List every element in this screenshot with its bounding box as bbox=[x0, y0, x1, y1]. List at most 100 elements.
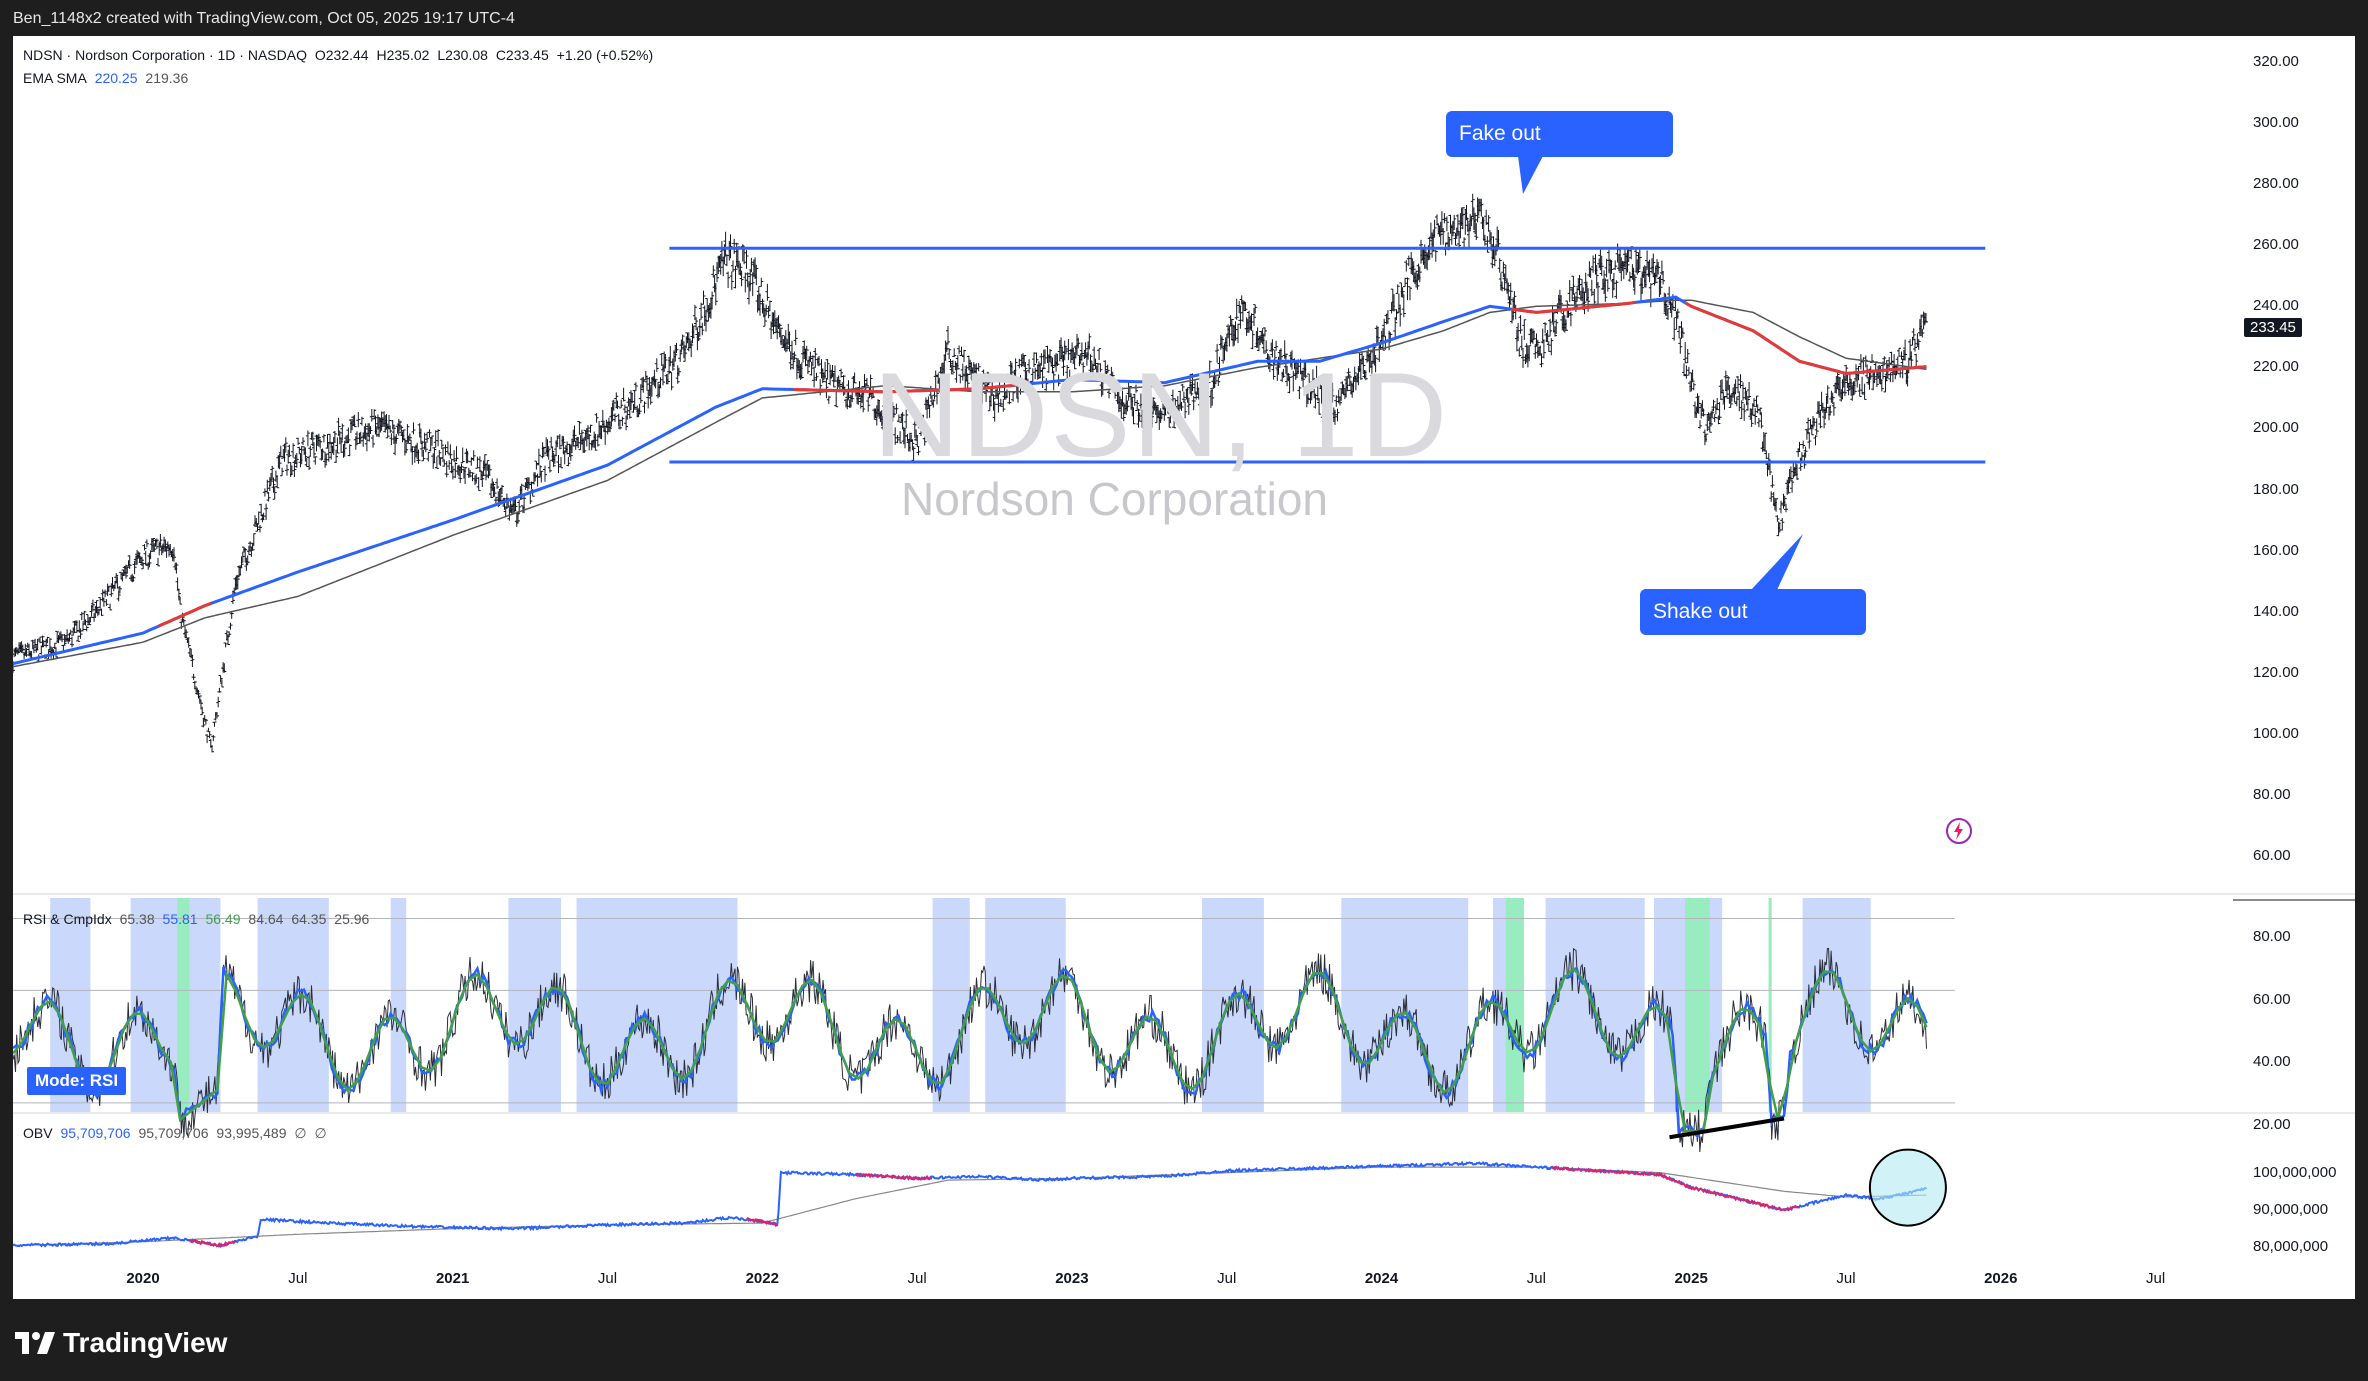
shake-out-callout[interactable]: Shake out bbox=[1640, 589, 1866, 635]
time-tick-label: 2022 bbox=[745, 1270, 779, 1287]
price-tick-label: 320.00 bbox=[2253, 53, 2299, 70]
obv-value: 95,709,706 bbox=[60, 1125, 131, 1141]
tradingview-logo[interactable]: TradingView bbox=[15, 1327, 227, 1359]
time-tick-label: Jul bbox=[597, 1270, 618, 1287]
obv-na-1: ∅ bbox=[294, 1125, 307, 1141]
price-tick-label: 100.00 bbox=[2253, 724, 2299, 742]
time-tick-label: Jul bbox=[288, 1270, 308, 1287]
price-tick-label: 200.00 bbox=[2253, 419, 2299, 437]
obv-ma-line bbox=[13, 1166, 1927, 1247]
grid-lines bbox=[13, 893, 2355, 1114]
ohlc-change: +1.20 (+0.52%) bbox=[556, 47, 654, 63]
obv-na-2: ∅ bbox=[314, 1125, 327, 1141]
footer-bar: TradingView bbox=[0, 1299, 2368, 1381]
time-tick-label: 2021 bbox=[435, 1270, 470, 1287]
time-tick-label: Jul bbox=[1836, 1270, 1856, 1287]
watermark-company: Nordson Corporation bbox=[901, 473, 1329, 525]
price-tick-label: 80.00 bbox=[2253, 785, 2291, 803]
time-tick-label: 2025 bbox=[1674, 1270, 1708, 1287]
ema-line-bearish bbox=[157, 601, 212, 628]
price-tick-label: 240.00 bbox=[2253, 297, 2299, 315]
rsi-band-blue bbox=[1802, 898, 1871, 1112]
time-tick-label: 2023 bbox=[1055, 1270, 1089, 1287]
time-tick-label: 2026 bbox=[1984, 1270, 2018, 1287]
rsi-tick-label: 80.00 bbox=[2253, 928, 2291, 946]
obv-ma-value: 93,995,489 bbox=[216, 1125, 287, 1141]
annotations bbox=[1518, 156, 1947, 1227]
ema-value: 220.25 bbox=[94, 70, 138, 86]
price-tick-label: 120.00 bbox=[2253, 663, 2299, 681]
price-series bbox=[13, 193, 1986, 753]
symbol-label[interactable]: NDSN · Nordson Corporation · 1D · NASDAQ bbox=[23, 47, 307, 63]
rsi-tick-label: 20.00 bbox=[2253, 1115, 2291, 1133]
rsi-band-green bbox=[1684, 898, 1710, 1112]
obv-tick-label: 90,000,000 bbox=[2253, 1201, 2329, 1218]
chart-canvas[interactable] bbox=[13, 36, 2355, 1299]
chart-frame: NDSN, 1D Nordson Corporation NDSN · Nord… bbox=[13, 36, 2355, 1299]
ohlc-low: L230.08 bbox=[437, 47, 488, 63]
rsi-band-blue bbox=[1201, 898, 1264, 1112]
price-tick-label: 280.00 bbox=[2253, 175, 2299, 193]
obv-highlight-circle bbox=[1868, 1148, 1947, 1227]
price-tick-label: 220.00 bbox=[2253, 358, 2299, 376]
ema-line-bearish bbox=[793, 382, 1026, 394]
ema-legend[interactable]: EMA SMA 220.25 219.36 bbox=[23, 70, 192, 86]
rsi-band-green bbox=[1505, 898, 1524, 1112]
lower-band-value: 25.96 bbox=[334, 911, 370, 927]
obv-tick-label: 80,000,000 bbox=[2253, 1238, 2329, 1256]
rsi-bands bbox=[13, 898, 1955, 1112]
rsi-series bbox=[13, 947, 1928, 1153]
fake-out-callout[interactable]: Fake out bbox=[1446, 111, 1673, 157]
sma-value: 219.36 bbox=[145, 70, 189, 86]
time-tick-label: Jul bbox=[1526, 1270, 1546, 1287]
mode-badge[interactable]: Mode: RSI bbox=[27, 1067, 127, 1095]
watermark-ticker: NDSN, 1D bbox=[873, 348, 1450, 482]
rsi-value: 65.38 bbox=[119, 911, 155, 927]
tradingview-logo-text: TradingView bbox=[63, 1327, 228, 1358]
mid-band-value: 64.35 bbox=[291, 911, 327, 927]
obv-line-down bbox=[1551, 1165, 1800, 1212]
rsi-tick-label: 60.00 bbox=[2253, 990, 2291, 1008]
time-tick-label: 2020 bbox=[126, 1270, 160, 1287]
export-header: Ben_1148x2 created with TradingView.com,… bbox=[0, 0, 2368, 36]
main-legend: NDSN · Nordson Corporation · 1D · NASDAQ… bbox=[23, 47, 657, 63]
ema-line-bearish bbox=[1511, 300, 1636, 314]
price-tick-label: 300.00 bbox=[2253, 114, 2299, 132]
rsi-divergence-line bbox=[1669, 1116, 1785, 1140]
rsi-band-green bbox=[1768, 898, 1772, 1112]
shake-out-pointer bbox=[1751, 534, 1803, 590]
rsi-tick-label: 40.00 bbox=[2253, 1053, 2291, 1071]
obv-value-2: 95,709,706 bbox=[138, 1125, 209, 1141]
rsi-band-blue bbox=[390, 898, 407, 1112]
time-tick-label: 2024 bbox=[1364, 1270, 1399, 1287]
price-tick-label: 160.00 bbox=[2253, 541, 2299, 559]
time-tick-label: Jul bbox=[907, 1270, 927, 1287]
price-tick-label: 180.00 bbox=[2253, 480, 2299, 498]
rsi-label: RSI & CmpIdx bbox=[23, 911, 112, 927]
ema-line-bearish bbox=[1684, 301, 1927, 376]
ema-label: EMA SMA bbox=[23, 70, 87, 86]
price-tick-label: 260.00 bbox=[2253, 236, 2299, 254]
obv-line-down bbox=[854, 1172, 933, 1181]
obv-line-down bbox=[189, 1238, 236, 1249]
ohlc-open: O232.44 bbox=[314, 47, 369, 63]
rsi-legend[interactable]: RSI & CmpIdx 65.38 55.81 56.49 84.64 64.… bbox=[23, 911, 373, 927]
obv-label: OBV bbox=[23, 1125, 53, 1141]
ohlc-close: C233.45 bbox=[495, 47, 549, 63]
rsi-ma-value: 55.81 bbox=[162, 911, 198, 927]
rsi-band-green bbox=[177, 898, 190, 1112]
time-tick-label: Jul bbox=[1217, 1270, 1237, 1287]
upper-band-value: 84.64 bbox=[248, 911, 284, 927]
last-price-tag: 233.45 bbox=[2244, 318, 2302, 337]
price-bars bbox=[13, 193, 1928, 753]
ohlc-high: H235.02 bbox=[376, 47, 430, 63]
obv-tick-label: 100,000,000 bbox=[2253, 1163, 2337, 1181]
obv-legend[interactable]: OBV 95,709,706 95,709,706 93,995,489 ∅ ∅ bbox=[23, 1125, 331, 1142]
lightning-icon[interactable] bbox=[1945, 817, 1973, 845]
time-tick-label: Jul bbox=[2146, 1270, 2166, 1287]
obv-line-down bbox=[746, 1216, 779, 1227]
rsi-band-blue bbox=[508, 898, 562, 1112]
obv-series bbox=[13, 1160, 1928, 1249]
fake-out-pointer bbox=[1518, 156, 1543, 194]
cmpidx-line bbox=[13, 966, 1928, 1133]
